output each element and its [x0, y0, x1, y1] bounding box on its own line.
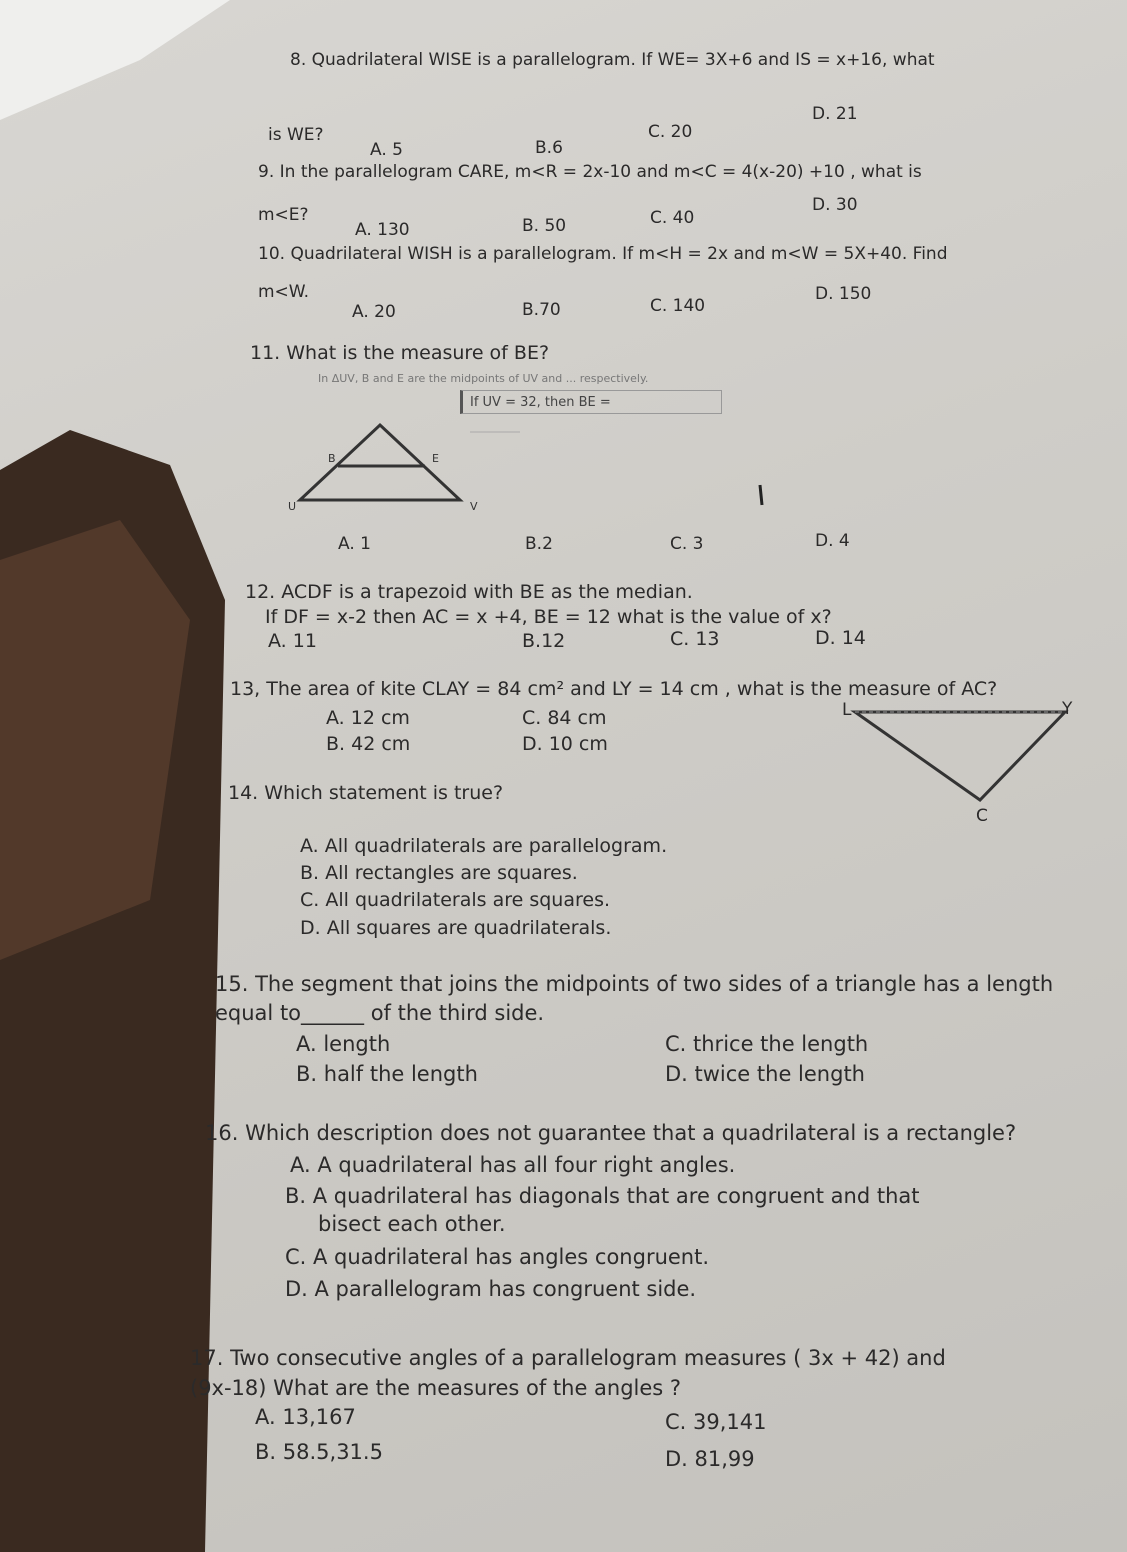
choice: B. 58.5,31.5: [255, 1440, 383, 1464]
choice: A. 13,167: [255, 1405, 356, 1429]
question-text: If DF = x-2 then AC = x +4, BE = 12 what…: [265, 606, 832, 628]
choice: B.12: [522, 630, 566, 652]
question-text: m<E?: [258, 205, 309, 225]
choice: C. 84 cm: [522, 707, 607, 729]
kite-figure: [850, 710, 1069, 802]
choice: D. 14: [815, 627, 866, 649]
choice: A. 20: [352, 302, 396, 322]
choice: B. 50: [522, 216, 567, 236]
question-text: 11. What is the measure of BE?: [250, 342, 550, 364]
question-text: 14. Which statement is true?: [228, 782, 504, 804]
choice: B. A quadrilateral has diagonals that ar…: [285, 1184, 920, 1208]
given-text: If UV = 32, then BE =: [470, 395, 611, 410]
figure-label: B: [328, 452, 336, 465]
figure-label: U: [288, 500, 297, 513]
choice: A. 1: [338, 534, 371, 554]
choice: C. 13: [670, 628, 720, 650]
choice: D. 4: [815, 531, 850, 551]
choice: A. 12 cm: [326, 707, 410, 729]
question-text: 10. Quadrilateral WISH is a parallelogra…: [258, 244, 948, 264]
pen-mark: [758, 484, 764, 506]
figure-label: V: [470, 500, 478, 513]
choice: A. A quadrilateral has all four right an…: [290, 1153, 736, 1177]
question-text: (9x-18) What are the measures of the ang…: [190, 1376, 682, 1400]
choice: C. 40: [650, 208, 695, 228]
triangle-figure: [296, 422, 464, 502]
choice: D. 10 cm: [522, 733, 608, 755]
choice: B.2: [525, 534, 553, 554]
question-text: m<W.: [258, 282, 310, 302]
choice: C. 140: [650, 296, 706, 316]
paper-glare: [0, 0, 230, 120]
choice: B. 42 cm: [326, 733, 411, 755]
figure-note: In ΔUV, B and E are the midpoints of UV …: [318, 372, 649, 385]
question-text: 16. Which description does not guarantee…: [205, 1121, 1017, 1145]
choice: B. All rectangles are squares.: [300, 862, 578, 884]
figure-label: C: [976, 806, 988, 826]
question-text: 17. Two consecutive angles of a parallel…: [190, 1346, 946, 1370]
question-text: equal to______ of the third side.: [215, 1001, 545, 1025]
question-text: is WE?: [268, 125, 324, 145]
figure-label: L: [842, 700, 852, 720]
choice: D. 150: [815, 284, 872, 304]
figure-label: Y: [1062, 699, 1073, 719]
choice: D. 30: [812, 195, 858, 215]
choice: C. 39,141: [665, 1410, 767, 1434]
choice: D. A parallelogram has congruent side.: [285, 1277, 697, 1301]
choice: C. 3: [670, 534, 704, 554]
choice: B.6: [535, 138, 563, 158]
table-grain: [0, 520, 190, 960]
question-text: 13, The area of kite CLAY = 84 cm² and L…: [230, 678, 998, 700]
figure-label: E: [432, 452, 439, 465]
question-text: 12. ACDF is a trapezoid with BE as the m…: [245, 581, 693, 603]
question-text: 15. The segment that joins the midpoints…: [215, 972, 1054, 996]
question-text: 9. In the parallelogram CARE, m<R = 2x-1…: [258, 162, 922, 182]
choice: D. 81,99: [665, 1447, 755, 1471]
choice: A. 5: [370, 140, 403, 160]
choice: A. 11: [268, 630, 317, 652]
choice: D. All squares are quadrilaterals.: [300, 917, 612, 939]
choice: A. All quadrilaterals are parallelogram.: [300, 835, 668, 857]
choice: C. A quadrilateral has angles congruent.: [285, 1245, 710, 1269]
choice: D. twice the length: [665, 1062, 865, 1086]
choice: C. thrice the length: [665, 1032, 869, 1056]
choice: B. half the length: [296, 1062, 478, 1086]
choice: C. All quadrilaterals are squares.: [300, 889, 611, 911]
choice: A. 130: [355, 220, 410, 240]
choice: B.70: [522, 300, 561, 320]
choice: A. length: [296, 1032, 391, 1056]
choice: D. 21: [812, 104, 858, 124]
question-text: 8. Quadrilateral WISE is a parallelogram…: [290, 50, 935, 70]
choice: bisect each other.: [318, 1212, 506, 1236]
given-box: [460, 390, 722, 414]
choice: C. 20: [648, 122, 693, 142]
